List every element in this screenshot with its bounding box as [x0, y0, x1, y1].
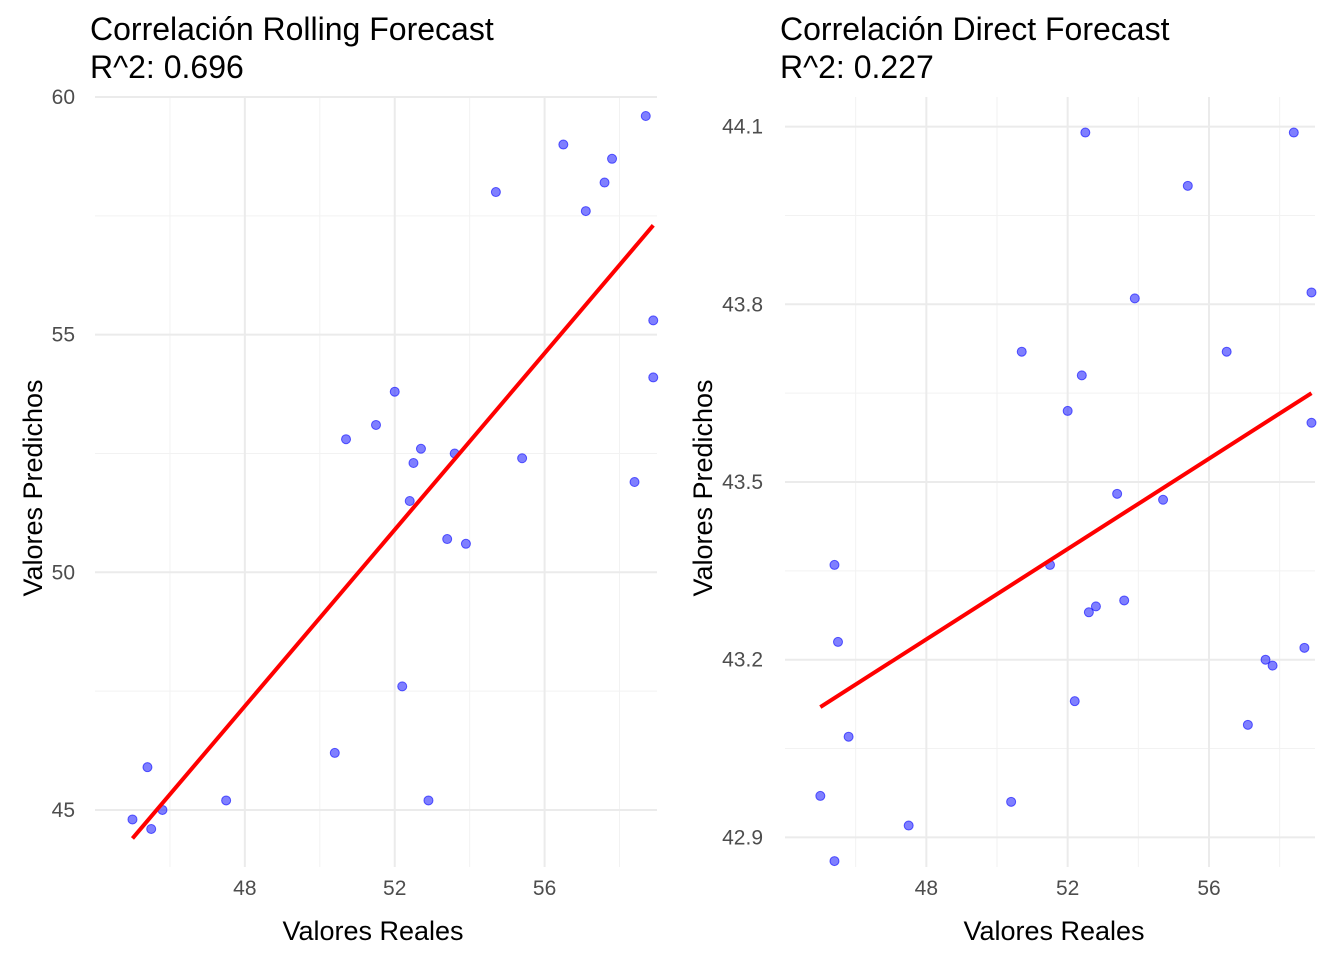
direct-tick-labels: 48 52 56 42.9 43.2 43.5 43.8 44.1 [722, 116, 1221, 900]
rolling-data-point [146, 823, 157, 834]
direct-data-point [1016, 346, 1027, 357]
rolling-data-point [558, 139, 569, 150]
direct-data-point [829, 559, 840, 570]
rolling-y-tick-label: 55 [52, 324, 75, 347]
direct-y-tick-label: 43.8 [722, 293, 763, 316]
rolling-data-point [389, 386, 400, 397]
rolling-data-point [640, 111, 651, 122]
rolling-y-tick-label: 60 [52, 86, 75, 109]
direct-y-tick-label: 44.1 [722, 116, 763, 139]
rolling-y-tick-label: 45 [52, 799, 75, 822]
direct-y-axis-title: Valores Predichos [688, 379, 718, 596]
rolling-data-point [415, 443, 426, 454]
rolling-data-point [460, 538, 471, 549]
rolling-data-point [423, 795, 434, 806]
rolling-data-point [397, 681, 408, 692]
rolling-y-axis-title: Valores Predichos [18, 379, 48, 596]
direct-data-point [903, 820, 914, 831]
direct-points [815, 127, 1317, 867]
rolling-y-tick-label: 50 [52, 561, 75, 584]
direct-data-point [829, 856, 840, 867]
rolling-data-point [404, 496, 415, 507]
rolling-regression-line [130, 224, 655, 840]
rolling-data-point [371, 419, 381, 430]
direct-data-point [1119, 595, 1130, 606]
rolling-chart-subtitle: R^2: 0.696 [90, 49, 244, 85]
direct-data-point [1288, 127, 1299, 138]
rolling-data-point [408, 457, 419, 468]
rolling-data-point [490, 187, 501, 198]
direct-data-point [1090, 601, 1101, 612]
rolling-fit-line-group [130, 224, 655, 840]
rolling-forecast-panel: Correlación Rolling Forecast R^2: 0.696 … [18, 11, 659, 946]
direct-data-point [1080, 127, 1091, 138]
direct-data-point [1299, 642, 1310, 653]
direct-data-point [1306, 417, 1317, 428]
rolling-data-point [142, 762, 153, 773]
direct-x-axis-title: Valores Reales [963, 916, 1144, 946]
direct-data-point [1221, 346, 1232, 357]
direct-data-point [1129, 293, 1140, 304]
direct-x-tick-label: 52 [1056, 877, 1079, 900]
direct-data-point [1006, 796, 1017, 807]
direct-data-point [1182, 180, 1193, 191]
rolling-data-point [599, 177, 610, 188]
direct-data-point [1158, 494, 1169, 505]
direct-data-point [1306, 287, 1317, 298]
direct-chart-title: Correlación Direct Forecast [780, 11, 1170, 47]
rolling-data-point [329, 747, 340, 758]
direct-data-point [1242, 719, 1253, 730]
direct-data-point [815, 790, 826, 801]
rolling-data-point [517, 453, 528, 464]
direct-x-tick-label: 56 [1197, 877, 1220, 900]
rolling-chart-title: Correlación Rolling Forecast [90, 11, 494, 47]
direct-fit-line-group [819, 391, 1313, 709]
direct-data-point [1112, 488, 1123, 499]
rolling-data-point [341, 434, 352, 445]
rolling-data-point [221, 795, 232, 806]
rolling-tick-labels: 48 52 56 45 50 55 60 [52, 86, 557, 900]
direct-data-point [1267, 660, 1278, 671]
direct-data-point [833, 636, 843, 647]
direct-regression-line [819, 391, 1313, 709]
rolling-data-point [442, 534, 453, 545]
rolling-data-point [580, 206, 591, 217]
direct-data-point [1069, 696, 1080, 707]
direct-forecast-panel: Correlación Direct Forecast R^2: 0.227 4… [688, 11, 1317, 946]
rolling-data-point [648, 315, 659, 326]
direct-data-point [1076, 370, 1087, 381]
rolling-points [127, 111, 659, 834]
direct-chart-subtitle: R^2: 0.227 [780, 49, 934, 85]
rolling-x-tick-label: 48 [233, 877, 256, 900]
rolling-x-tick-label: 56 [533, 877, 556, 900]
rolling-data-point [629, 477, 640, 487]
rolling-grid [95, 96, 657, 867]
direct-grid [785, 97, 1315, 867]
direct-x-tick-label: 48 [915, 877, 938, 900]
rolling-data-point [607, 153, 618, 164]
direct-data-point [843, 731, 854, 742]
rolling-x-axis-title: Valores Reales [282, 916, 463, 946]
direct-data-point [1260, 654, 1271, 665]
direct-data-point [1062, 405, 1073, 416]
direct-y-tick-label: 43.5 [722, 471, 763, 494]
direct-data-point [1083, 607, 1094, 618]
direct-y-tick-label: 42.9 [722, 826, 763, 849]
rolling-x-tick-label: 52 [383, 877, 406, 900]
direct-y-tick-label: 43.2 [722, 649, 763, 672]
rolling-data-point [127, 814, 138, 825]
rolling-data-point [648, 372, 659, 383]
